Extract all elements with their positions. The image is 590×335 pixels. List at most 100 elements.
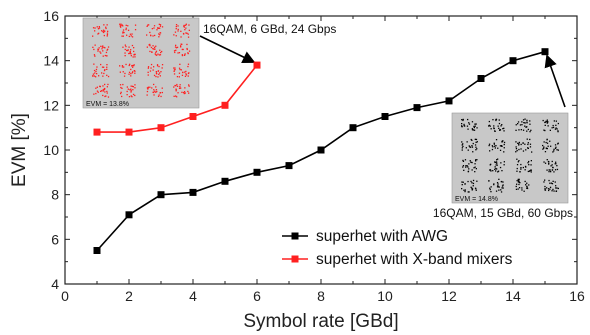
constellation-symbol <box>517 188 519 190</box>
constellation-symbol <box>503 130 505 132</box>
constellation-symbol <box>462 165 465 167</box>
constellation-symbol <box>501 124 503 126</box>
constellation-symbol <box>179 63 181 65</box>
constellation-symbol <box>175 47 178 49</box>
constellation-symbol <box>158 54 160 56</box>
constellation-symbol <box>151 51 153 53</box>
constellation-symbol <box>467 170 470 172</box>
constellation-symbol <box>94 72 96 74</box>
constellation-symbol <box>474 138 476 140</box>
constellation-symbol <box>488 180 490 182</box>
constellation-symbol <box>469 146 471 148</box>
constellation-symbol <box>161 50 163 53</box>
constellation-symbol <box>495 139 498 141</box>
series-2-point <box>93 128 101 136</box>
constellation-symbol <box>502 184 504 186</box>
constellation-symbol <box>185 74 188 76</box>
constellation-symbol <box>187 36 190 38</box>
constellation-symbol <box>474 171 476 173</box>
constellation-symbol <box>134 87 136 89</box>
constellation-symbol <box>122 71 124 73</box>
constellation-symbol <box>106 68 108 70</box>
y-tick-label: 10 <box>43 142 59 158</box>
constellation-symbol <box>107 48 109 50</box>
constellation-symbol <box>556 165 558 167</box>
constellation-symbol <box>544 179 546 181</box>
constellation-symbol <box>175 24 178 26</box>
constellation-symbol <box>497 171 499 173</box>
constellation-symbol <box>147 88 149 90</box>
constellation-symbol <box>553 148 555 150</box>
constellation-symbol <box>473 125 475 128</box>
series-2-point <box>125 128 133 136</box>
constellation-symbol <box>554 163 556 165</box>
constellation-symbol <box>181 54 183 56</box>
constellation-symbol <box>97 91 99 93</box>
constellation-symbol <box>554 181 556 183</box>
constellation-symbol <box>471 139 473 141</box>
constellation-symbol <box>186 32 188 34</box>
constellation-symbol <box>500 125 502 127</box>
constellation-symbol <box>134 24 137 26</box>
constellation-symbol <box>552 126 555 129</box>
constellation-symbol <box>100 63 102 66</box>
constellation-symbol <box>527 170 529 173</box>
series-1-point <box>509 57 517 65</box>
constellation-symbol <box>149 31 151 34</box>
y-tick-label: 4 <box>51 276 59 292</box>
constellation-symbol <box>548 189 550 192</box>
constellation-symbol <box>518 180 520 182</box>
constellation-symbol <box>157 76 159 78</box>
constellation-symbol <box>132 66 134 68</box>
constellation-symbol <box>556 168 559 171</box>
constellation-symbol <box>500 189 502 191</box>
constellation-symbol <box>471 145 473 147</box>
constellation-symbol <box>124 48 126 51</box>
constellation-symbol <box>545 120 547 122</box>
constellation-symbol <box>106 24 108 26</box>
constellation-symbol <box>153 27 155 29</box>
constellation-symbol <box>520 163 522 166</box>
constellation-symbol <box>157 27 159 29</box>
constellation-symbol <box>155 72 158 74</box>
constellation-symbol <box>475 159 477 161</box>
constellation-symbol <box>503 164 505 166</box>
constellation-symbol <box>531 151 533 153</box>
constellation-symbol <box>119 23 121 25</box>
constellation-symbol <box>516 170 518 172</box>
constellation-symbol <box>154 48 156 50</box>
constellation-symbol <box>520 167 522 169</box>
constellation-symbol <box>104 83 106 86</box>
constellation-symbol <box>461 119 463 121</box>
constellation-symbol <box>106 86 108 88</box>
constellation-symbol <box>97 48 99 50</box>
constellation-symbol <box>106 64 108 66</box>
constellation-symbol <box>503 147 505 149</box>
constellation-symbol <box>475 160 477 162</box>
constellation-symbol <box>125 28 127 31</box>
series-1-point <box>157 191 165 199</box>
series-1-point <box>477 75 485 82</box>
constellation-symbol <box>500 145 503 147</box>
constellation-symbol <box>173 70 175 72</box>
constellation-symbol <box>158 23 160 25</box>
constellation-symbol <box>527 147 529 149</box>
constellation-symbol <box>147 71 149 73</box>
constellation-symbol <box>466 141 468 143</box>
constellation-symbol <box>489 188 491 191</box>
constellation-symbol <box>465 166 467 168</box>
constellation-symbol <box>489 187 491 189</box>
constellation-symbol <box>130 90 132 92</box>
constellation-symbol <box>500 191 503 193</box>
constellation-symbol <box>502 140 504 142</box>
constellation-symbol <box>548 169 550 171</box>
constellation-symbol <box>552 188 554 191</box>
constellation-symbol <box>188 50 191 52</box>
constellation-symbol <box>520 168 522 170</box>
constellation-symbol <box>107 75 110 78</box>
constellation-symbol <box>518 143 520 145</box>
constellation-symbol <box>95 68 98 71</box>
x-tick-label: 6 <box>253 288 261 304</box>
constellation-symbol <box>471 189 473 191</box>
constellation-symbol <box>146 87 149 89</box>
